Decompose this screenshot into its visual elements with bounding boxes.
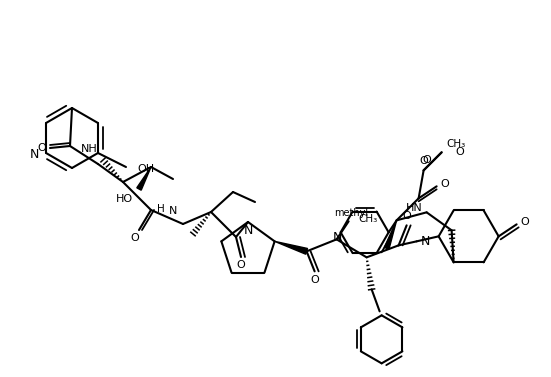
Text: CH₃: CH₃ — [359, 215, 378, 224]
Text: CH₃: CH₃ — [447, 139, 466, 149]
Text: O: O — [440, 179, 449, 189]
Text: O: O — [520, 218, 529, 227]
Text: HN: HN — [406, 203, 423, 213]
Text: O: O — [236, 260, 245, 270]
Text: H: H — [157, 204, 165, 214]
Polygon shape — [384, 220, 397, 249]
Text: O: O — [456, 147, 464, 157]
Text: O: O — [310, 275, 319, 285]
Text: N: N — [30, 147, 39, 161]
Text: O: O — [37, 143, 46, 153]
Text: HO: HO — [116, 194, 133, 204]
Text: O: O — [422, 155, 431, 166]
Text: N: N — [420, 235, 430, 248]
Text: N: N — [333, 231, 342, 244]
Text: N: N — [169, 206, 177, 216]
Polygon shape — [137, 167, 151, 190]
Polygon shape — [274, 241, 307, 254]
Text: O: O — [402, 211, 411, 221]
Text: NH: NH — [80, 144, 98, 154]
Text: N: N — [244, 224, 253, 238]
Text: methyl: methyl — [334, 208, 369, 218]
Text: O: O — [419, 156, 428, 166]
Text: O: O — [131, 233, 139, 243]
Text: OH: OH — [137, 164, 154, 174]
